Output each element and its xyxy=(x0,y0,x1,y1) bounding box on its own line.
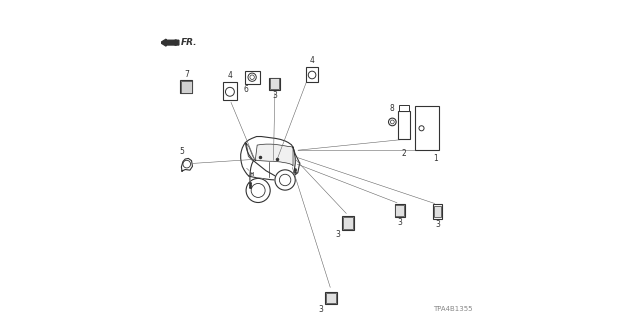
Circle shape xyxy=(246,178,270,203)
Text: FR.: FR. xyxy=(181,38,198,47)
Bar xyxy=(397,111,410,140)
Text: 7: 7 xyxy=(184,70,189,79)
Bar xyxy=(342,215,355,230)
Text: 2: 2 xyxy=(401,149,406,158)
Text: 4: 4 xyxy=(227,71,232,80)
FancyArrow shape xyxy=(161,39,179,46)
Text: 3: 3 xyxy=(273,92,277,100)
Bar xyxy=(326,293,336,303)
Bar xyxy=(399,105,409,111)
Polygon shape xyxy=(181,158,193,171)
Bar xyxy=(270,78,279,89)
Text: 3: 3 xyxy=(397,218,402,228)
Bar xyxy=(181,81,192,93)
Bar xyxy=(433,206,441,217)
Bar xyxy=(223,82,237,100)
Text: 4: 4 xyxy=(310,56,314,66)
Bar xyxy=(306,67,319,82)
Bar xyxy=(324,292,337,304)
Text: 1: 1 xyxy=(433,154,438,163)
Text: 5: 5 xyxy=(180,147,184,156)
Bar xyxy=(180,80,193,93)
Text: H: H xyxy=(249,172,253,177)
Text: 8: 8 xyxy=(390,104,395,113)
Bar xyxy=(396,205,404,216)
Text: 6: 6 xyxy=(243,85,248,94)
Bar xyxy=(394,204,404,217)
Text: 3: 3 xyxy=(435,220,440,229)
Bar xyxy=(244,70,260,84)
Polygon shape xyxy=(255,144,293,166)
Polygon shape xyxy=(246,143,255,160)
Text: 3: 3 xyxy=(336,230,340,239)
Bar xyxy=(269,77,280,90)
Text: TPA4B1355: TPA4B1355 xyxy=(433,306,472,312)
Bar xyxy=(433,204,442,219)
Bar xyxy=(415,106,439,150)
Text: 3: 3 xyxy=(318,305,323,314)
Bar xyxy=(344,217,353,228)
Circle shape xyxy=(275,170,295,190)
